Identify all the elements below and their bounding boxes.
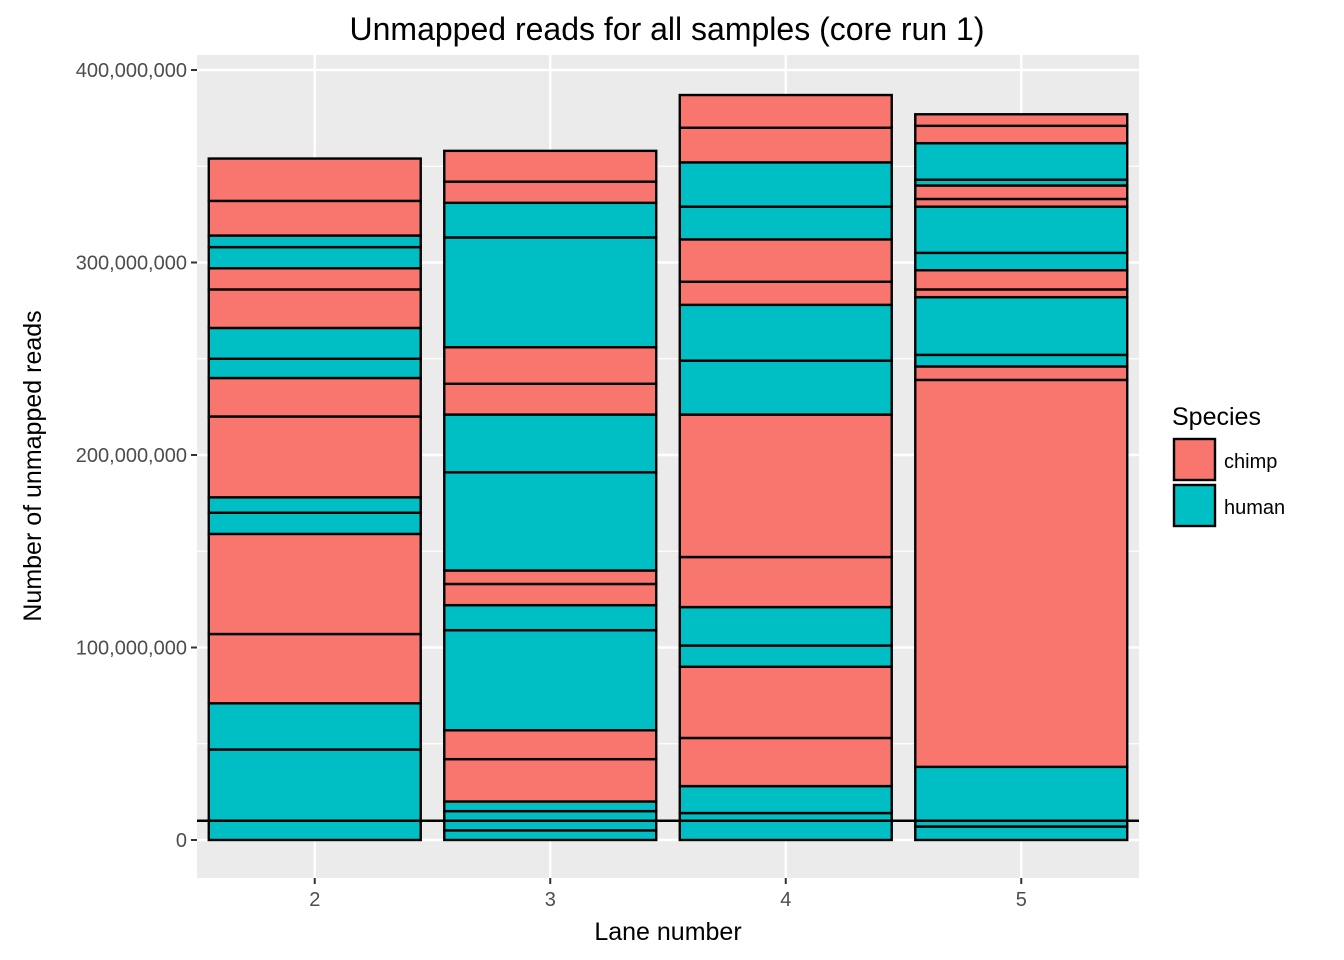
bar-segment-chimp — [914, 124, 1129, 145]
bar-segment-chimp — [678, 280, 893, 307]
bar-segment-chimp — [443, 729, 658, 761]
legend-title: Species — [1172, 403, 1261, 431]
bar-segment-chimp — [443, 382, 658, 416]
bar-segment-human — [443, 628, 658, 732]
bar-segment-chimp — [678, 555, 893, 609]
bar-segment-human — [678, 205, 893, 241]
x-axis: 2 3 4 5 — [309, 878, 1027, 911]
bar-segment-chimp — [678, 413, 893, 559]
x-tick-label: 5 — [1016, 889, 1027, 911]
bar-segment-human — [207, 326, 422, 360]
legend-key-chimp — [1172, 437, 1217, 482]
bar-segment-human — [914, 765, 1129, 828]
legend-key-human — [1172, 483, 1217, 528]
bar-segment-human — [207, 748, 422, 842]
bar-segment-human — [914, 205, 1129, 255]
bar-segment-human — [207, 234, 422, 249]
bar-segment-human — [443, 603, 658, 632]
stack-lane-5 — [914, 113, 1129, 842]
x-tick-label: 3 — [545, 889, 556, 911]
bar-segment-chimp — [207, 199, 422, 237]
bar-segment-chimp — [207, 157, 422, 203]
bar-segment-human — [443, 800, 658, 813]
bar-segment-human — [678, 359, 893, 416]
bar-segment-human — [443, 201, 658, 239]
bar-segment-chimp — [207, 376, 422, 418]
legend-label-chimp: chimp — [1224, 451, 1277, 473]
x-tick-label: 4 — [780, 889, 791, 911]
bar-segment-human — [207, 357, 422, 380]
bar-segment-chimp — [914, 365, 1129, 382]
stack-lane-2 — [207, 157, 422, 842]
stack-lane-4 — [678, 93, 893, 842]
bar-segment-human — [443, 471, 658, 572]
bar-segment-chimp — [914, 184, 1129, 201]
bar-segment-chimp — [207, 532, 422, 636]
y-tick-label: 100,000,000 — [76, 638, 187, 660]
bar-segment-chimp — [678, 93, 893, 129]
legend-label-human: human — [1224, 497, 1285, 519]
bar-stacks — [207, 93, 1129, 842]
x-tick-label: 2 — [309, 889, 320, 911]
y-axis: 0 100,000,000 200,000,000 300,000,000 400,00… — [76, 60, 197, 852]
bar-segment-chimp — [207, 632, 422, 705]
bar-segment-human — [678, 811, 893, 842]
x-axis-title: Lane number — [594, 918, 741, 946]
bar-segment-chimp — [443, 346, 658, 385]
bar-segment-human — [443, 829, 658, 842]
bar-segment-chimp — [443, 569, 658, 586]
bar-segment-human — [914, 251, 1129, 272]
bar-segment-chimp — [678, 736, 893, 788]
bar-segment-human — [914, 295, 1129, 357]
bar-segment-chimp — [443, 757, 658, 803]
bar-segment-human — [678, 784, 893, 815]
bar-segment-human — [207, 496, 422, 514]
y-tick-label: 400,000,000 — [76, 60, 187, 82]
y-tick-label: 200,000,000 — [76, 445, 187, 467]
chart-title: Unmapped reads for all samples (core run… — [350, 11, 985, 47]
stack-lane-3 — [443, 149, 658, 842]
y-tick-label: 300,000,000 — [76, 253, 187, 275]
bar-segment-chimp — [678, 665, 893, 740]
bar-segment-chimp — [207, 288, 422, 330]
bar-segment-chimp — [443, 180, 658, 205]
bar-segment-chimp — [207, 267, 422, 291]
bar-segment-human — [914, 141, 1129, 181]
bar-segment-human — [207, 245, 422, 270]
bar-segment-human — [678, 303, 893, 362]
legend-items: chimp human — [1172, 437, 1285, 528]
bar-segment-human — [678, 605, 893, 647]
bar-segment-chimp — [914, 113, 1129, 128]
bar-segment-chimp — [678, 238, 893, 283]
bar-segment-human — [443, 236, 658, 349]
bar-segment-chimp — [443, 149, 658, 183]
bar-segment-chimp — [207, 415, 422, 499]
bar-segment-chimp — [443, 582, 658, 607]
y-tick-label: 0 — [176, 830, 187, 852]
bar-segment-human — [678, 161, 893, 208]
legend: Species chimp human — [1172, 403, 1285, 528]
bar-segment-chimp — [678, 126, 893, 164]
bar-segment-chimp — [914, 378, 1129, 769]
bar-segment-human — [207, 511, 422, 536]
y-axis-title: Number of unmapped reads — [19, 310, 47, 621]
bar-segment-human — [207, 702, 422, 751]
bar-segment-human — [914, 353, 1129, 368]
bar-segment-human — [678, 644, 893, 668]
bar-segment-human — [443, 413, 658, 474]
bar-segment-human — [914, 825, 1129, 842]
bar-segment-chimp — [914, 269, 1129, 291]
